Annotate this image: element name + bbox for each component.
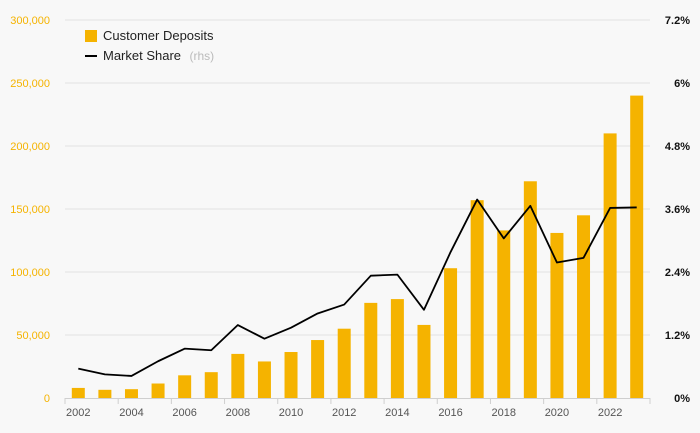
y-right-tick-label: 4.8%	[665, 141, 690, 153]
x-tick-label: 2012	[332, 407, 356, 419]
legend-label-market-share-row: Market Share (rhs)	[103, 47, 214, 64]
bar-customer-deposits	[151, 383, 165, 398]
axes: 0 0% 50,000 1.2% 100,000 2.4% 150,000 3.6% 200,0…	[10, 15, 690, 419]
x-tick-label: 2004	[119, 407, 143, 419]
bar-customer-deposits	[124, 389, 138, 398]
x-tick-label: 2008	[226, 407, 250, 419]
x-tick-label: 2010	[279, 407, 303, 419]
bar-customer-deposits	[630, 95, 644, 398]
y-right-tick-label: 1.2%	[665, 330, 690, 342]
bar-customer-deposits	[98, 389, 112, 398]
bar-customer-deposits	[523, 181, 537, 398]
legend-label-market-share: Market Share	[103, 48, 181, 63]
bar-customer-deposits	[204, 372, 218, 398]
y-left-tick-label: 50,000	[16, 330, 50, 342]
bar-customer-deposits	[257, 361, 271, 398]
bar-customer-deposits	[71, 387, 85, 398]
x-tick-label: 2016	[438, 407, 462, 419]
bar-customer-deposits	[550, 232, 564, 398]
bar-customer-deposits	[178, 375, 192, 398]
bar-customer-deposits	[390, 299, 404, 398]
customer-deposits-bars	[71, 95, 644, 398]
bar-customer-deposits	[284, 352, 298, 398]
y-left-tick-label: 100,000	[10, 267, 50, 279]
bar-customer-deposits	[603, 133, 617, 398]
x-tick-label: 2022	[598, 407, 622, 419]
bar-customer-deposits	[231, 353, 245, 398]
market-share-line	[78, 198, 637, 377]
y-left-tick-label: 250,000	[10, 78, 50, 90]
bar-customer-deposits	[364, 302, 378, 398]
bar-customer-deposits	[470, 200, 484, 398]
x-tick-label: 2002	[66, 407, 90, 419]
market-share-line-group	[78, 198, 637, 377]
bar-customer-deposits	[417, 324, 431, 398]
legend-label-customer-deposits: Customer Deposits	[103, 28, 214, 43]
bar-customer-deposits	[311, 340, 325, 398]
y-right-tick-label: 6%	[674, 78, 690, 90]
y-left-tick-label: 200,000	[10, 141, 50, 153]
y-right-tick-label: 7.2%	[665, 15, 690, 27]
bar-customer-deposits	[444, 268, 458, 398]
y-right-tick-label: 0%	[674, 393, 690, 405]
y-right-tick-label: 3.6%	[665, 204, 690, 216]
legend: Customer Deposits Market Share (rhs)	[85, 28, 214, 64]
bar-customer-deposits	[577, 215, 591, 398]
x-tick-label: 2006	[172, 407, 196, 419]
y-right-tick-label: 2.4%	[665, 267, 690, 279]
legend-label-market-share-note: (rhs)	[190, 49, 215, 63]
legend-swatch-customer-deposits	[85, 30, 97, 42]
y-left-tick-label: 150,000	[10, 204, 50, 216]
y-left-tick-label: 300,000	[10, 15, 50, 27]
x-tick-label: 2020	[545, 407, 569, 419]
bar-customer-deposits	[497, 230, 511, 398]
x-tick-label: 2018	[492, 407, 516, 419]
x-tick-label: 2014	[385, 407, 409, 419]
bar-customer-deposits	[337, 328, 351, 398]
y-left-tick-label: 0	[44, 393, 50, 405]
